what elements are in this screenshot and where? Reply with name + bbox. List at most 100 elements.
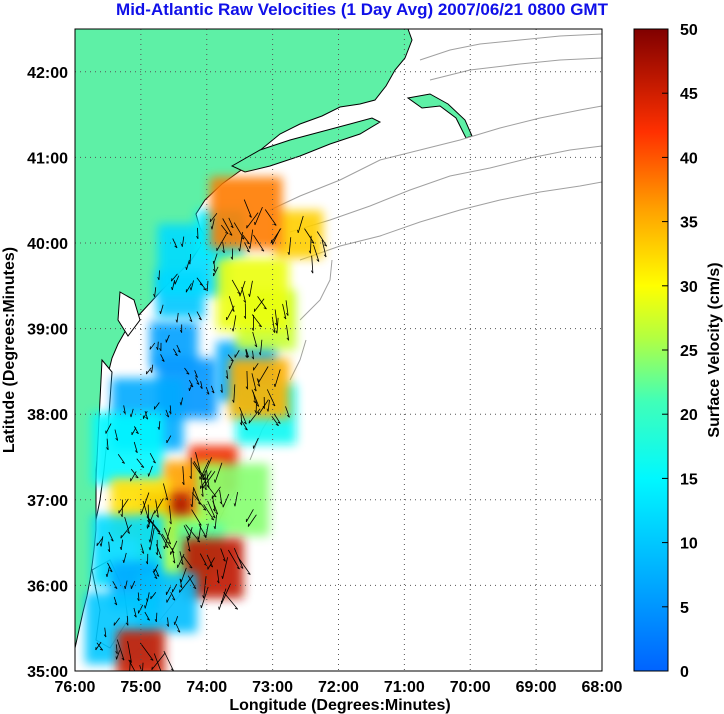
velocity-arrow <box>124 516 130 534</box>
velocity-arrowhead <box>190 384 194 388</box>
velocity-arrowhead <box>244 428 248 431</box>
velocity-arrow <box>213 266 219 277</box>
velocity-arrowhead <box>159 348 162 352</box>
velocity-arrowhead <box>105 573 108 578</box>
velocity-arrow <box>227 549 240 570</box>
velocity-arrow <box>222 218 233 236</box>
velocity-arrow <box>161 533 175 554</box>
velocity-arrowhead <box>174 245 178 249</box>
velocity-arrow <box>297 215 304 233</box>
velocity-arrow <box>242 234 250 245</box>
colorbar-tick-label: 20 <box>680 407 698 424</box>
velocity-arrow <box>239 280 246 297</box>
velocity-arrow <box>205 523 209 538</box>
velocity-arrowhead <box>156 514 159 518</box>
velocity-arrow <box>176 344 181 353</box>
velocity-arrow <box>233 384 236 403</box>
velocity-arrow <box>231 279 241 295</box>
velocity-arrow <box>131 427 137 436</box>
velocity-arrowhead <box>150 658 154 661</box>
velocity-arrow <box>234 350 240 358</box>
velocity-arrowhead <box>196 382 200 385</box>
velocity-arrow <box>188 527 193 541</box>
velocity-arrow <box>133 441 138 453</box>
velocity-cell <box>210 177 283 250</box>
x-tick-label: 74:00 <box>186 679 227 696</box>
velocity-arrowhead <box>145 416 149 420</box>
velocity-arrow <box>177 553 185 568</box>
velocity-arrowhead <box>152 461 156 464</box>
velocity-arrow <box>197 227 199 239</box>
velocity-arrowhead <box>200 604 202 609</box>
velocity-arrowhead <box>165 545 169 549</box>
velocity-arrow <box>188 379 194 388</box>
velocity-arrow <box>170 591 176 601</box>
velocity-arrow <box>223 591 239 610</box>
velocity-arrowhead <box>239 422 243 426</box>
velocity-arrowhead <box>222 559 226 562</box>
velocity-arrowhead <box>198 317 202 321</box>
velocity-arrowhead <box>156 574 160 577</box>
velocity-arrow <box>179 551 184 565</box>
velocity-arrowhead <box>161 359 165 362</box>
velocity-arrowhead <box>197 502 201 505</box>
velocity-arrow <box>189 253 191 265</box>
velocity-arrow <box>252 350 255 360</box>
colorbar-tick-labels: 0 5 10 15 20 25 30 35 40 45 50 <box>662 22 698 681</box>
velocity-arrow <box>226 370 229 379</box>
velocity-arrow <box>166 435 172 444</box>
velocity-arrow <box>239 407 247 425</box>
velocity-arrow <box>116 650 120 660</box>
velocity-arrow <box>133 607 137 618</box>
velocity-arrowhead <box>253 400 256 404</box>
velocity-arrowhead <box>171 287 173 291</box>
velocity-arrowhead <box>179 589 181 593</box>
velocity-cell <box>216 258 289 331</box>
velocity-arrowhead <box>202 595 205 599</box>
velocity-arrow <box>251 314 262 328</box>
velocity-arrowhead <box>245 386 248 390</box>
x-axis-label: Longitude (Degrees:Minutes) <box>229 697 450 714</box>
velocity-arrowhead <box>230 359 234 362</box>
velocity-arrowhead <box>311 241 315 244</box>
velocity-arrow <box>316 231 328 247</box>
velocity-arrow <box>214 514 218 529</box>
velocity-arrow <box>144 600 148 609</box>
velocity-arrow <box>163 650 174 671</box>
colorbar-tick-label: 5 <box>680 600 689 617</box>
velocity-arrowhead <box>203 508 207 511</box>
velocity-arrowhead <box>115 651 118 655</box>
velocity-arrow <box>165 334 170 343</box>
velocity-cell <box>91 412 164 485</box>
velocity-arrowhead <box>218 606 220 610</box>
velocity-arrow <box>174 275 180 285</box>
velocity-arrow <box>185 524 201 543</box>
colorbar-tick-label: 30 <box>680 279 698 296</box>
velocity-arrowhead <box>204 563 207 566</box>
velocity-arrowhead <box>190 504 193 508</box>
velocity-arrowhead <box>253 388 257 392</box>
velocity-arrow <box>276 317 279 334</box>
velocity-arrowhead <box>197 536 200 540</box>
velocity-arrow <box>273 413 281 424</box>
velocity-arrow <box>253 298 265 312</box>
velocity-arrow <box>175 623 181 633</box>
velocity-arrow <box>172 584 178 593</box>
velocity-arrow <box>172 348 178 356</box>
velocity-arrow <box>154 568 160 577</box>
velocity-arrowhead <box>120 535 122 539</box>
velocity-arrow <box>216 233 227 252</box>
colorbar-tick-label: 45 <box>680 86 698 103</box>
velocity-arrowhead <box>229 233 233 236</box>
velocity-arrow <box>285 300 289 316</box>
velocity-arrow <box>246 212 259 229</box>
velocity-arrowhead <box>212 515 216 519</box>
velocity-arrowhead <box>237 292 241 295</box>
velocity-arrowhead <box>248 245 251 249</box>
velocity-arrow <box>204 471 207 490</box>
velocity-arrowhead <box>277 421 281 424</box>
y-tick-label: 35:00 <box>27 664 68 681</box>
velocity-arrow <box>245 349 248 358</box>
velocity-arrowhead <box>174 353 178 357</box>
